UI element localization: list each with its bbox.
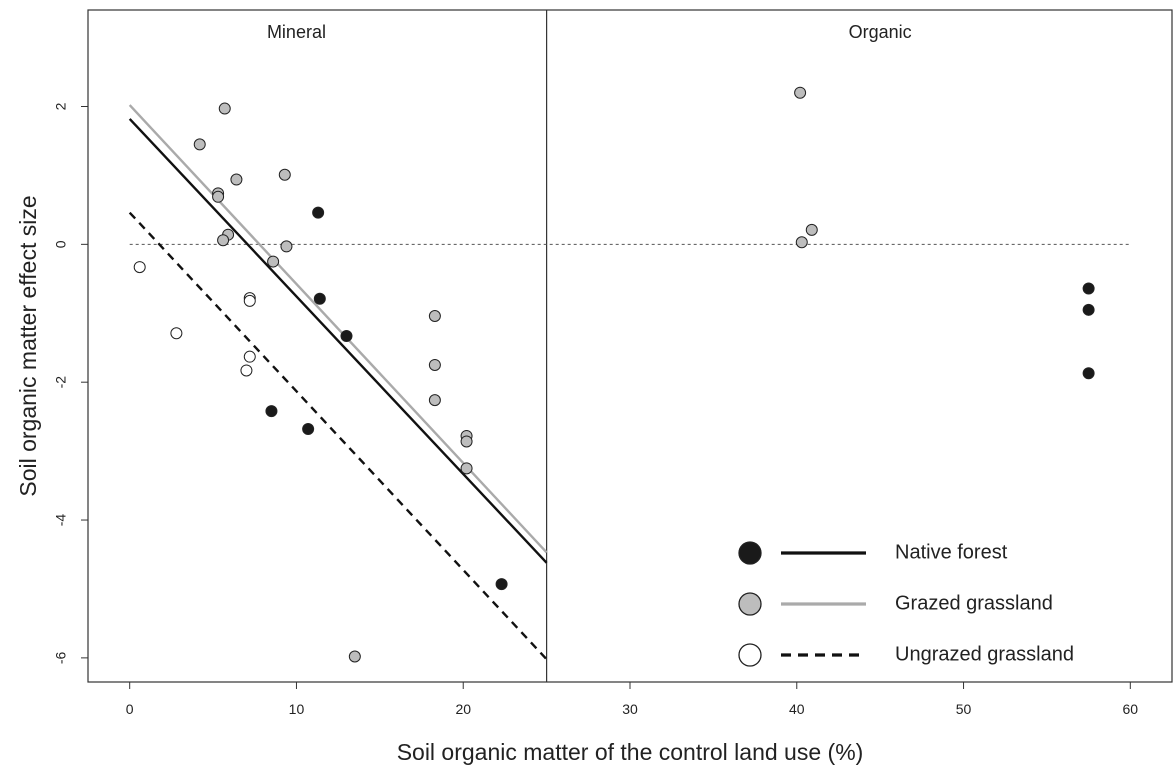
x-tick-label: 10 xyxy=(289,701,305,717)
plot-frame xyxy=(87,9,1173,683)
point-grazed-grassland xyxy=(428,394,441,407)
point-grazed-grassland xyxy=(348,650,361,663)
legend-marker-ungrazed-grassland xyxy=(738,643,762,667)
point-grazed-grassland xyxy=(230,173,243,186)
fit-line-native-forest xyxy=(128,118,548,564)
fit-line-ungrazed-grassland xyxy=(128,211,548,661)
points-layer xyxy=(133,86,1095,663)
point-grazed-grassland xyxy=(218,102,231,115)
y-tick-label: -4 xyxy=(53,514,69,527)
point-native-forest xyxy=(312,206,325,219)
x-axis-title: Soil organic matter of the control land … xyxy=(397,739,864,765)
x-tick-label: 50 xyxy=(956,701,972,717)
point-grazed-grassland xyxy=(428,310,441,323)
legend-marker-native-forest xyxy=(738,541,762,565)
point-native-forest xyxy=(1082,282,1095,295)
point-grazed-grassland xyxy=(805,223,818,236)
point-grazed-grassland xyxy=(795,236,808,249)
point-ungrazed-grassland xyxy=(243,294,256,307)
point-native-forest xyxy=(495,578,508,591)
point-grazed-grassland xyxy=(217,234,230,247)
x-tick-label: 40 xyxy=(789,701,805,717)
point-grazed-grassland xyxy=(794,86,807,99)
point-grazed-grassland xyxy=(278,168,291,181)
x-tick-label: 20 xyxy=(455,701,471,717)
legend-label-native-forest: Native forest xyxy=(895,541,1008,563)
point-grazed-grassland xyxy=(460,435,473,448)
point-ungrazed-grassland xyxy=(240,364,253,377)
point-grazed-grassland xyxy=(280,240,293,253)
y-tick-label: -2 xyxy=(53,376,69,389)
point-native-forest xyxy=(340,330,353,343)
point-grazed-grassland xyxy=(428,358,441,371)
reference-lines-layer xyxy=(129,10,1131,682)
point-native-forest xyxy=(265,405,278,418)
fit-lines-layer xyxy=(128,104,548,661)
point-grazed-grassland xyxy=(193,138,206,151)
legend-label-grazed-grassland: Grazed grassland xyxy=(895,592,1053,614)
x-tick-label: 30 xyxy=(622,701,638,717)
point-native-forest xyxy=(1082,303,1095,316)
point-grazed-grassland xyxy=(267,255,280,268)
point-ungrazed-grassland xyxy=(133,261,146,274)
fit-line-grazed-grassland xyxy=(128,104,548,554)
point-grazed-grassland xyxy=(212,190,225,203)
y-axis-title: Soil organic matter effect size xyxy=(15,195,41,496)
point-ungrazed-grassland xyxy=(170,327,183,340)
point-ungrazed-grassland xyxy=(243,350,256,363)
legend-marker-grazed-grassland xyxy=(738,592,762,616)
panel-labels-layer: Mineral Organic xyxy=(267,22,912,42)
y-tick-label: 0 xyxy=(53,240,69,248)
legend: Native forest Grazed grassland Ungrazed gr… xyxy=(738,541,1074,667)
y-tick-label: 2 xyxy=(53,102,69,110)
panel-label-mineral: Mineral xyxy=(267,22,326,42)
panel-label-organic: Organic xyxy=(849,22,912,42)
legend-label-ungrazed-grassland: Ungrazed grassland xyxy=(895,643,1074,665)
y-tick-label: -6 xyxy=(53,651,69,664)
point-grazed-grassland xyxy=(460,462,473,475)
x-tick-label: 0 xyxy=(126,701,134,717)
point-native-forest xyxy=(313,292,326,305)
point-native-forest xyxy=(302,423,315,436)
point-native-forest xyxy=(1082,367,1095,380)
x-tick-label: 60 xyxy=(1123,701,1139,717)
